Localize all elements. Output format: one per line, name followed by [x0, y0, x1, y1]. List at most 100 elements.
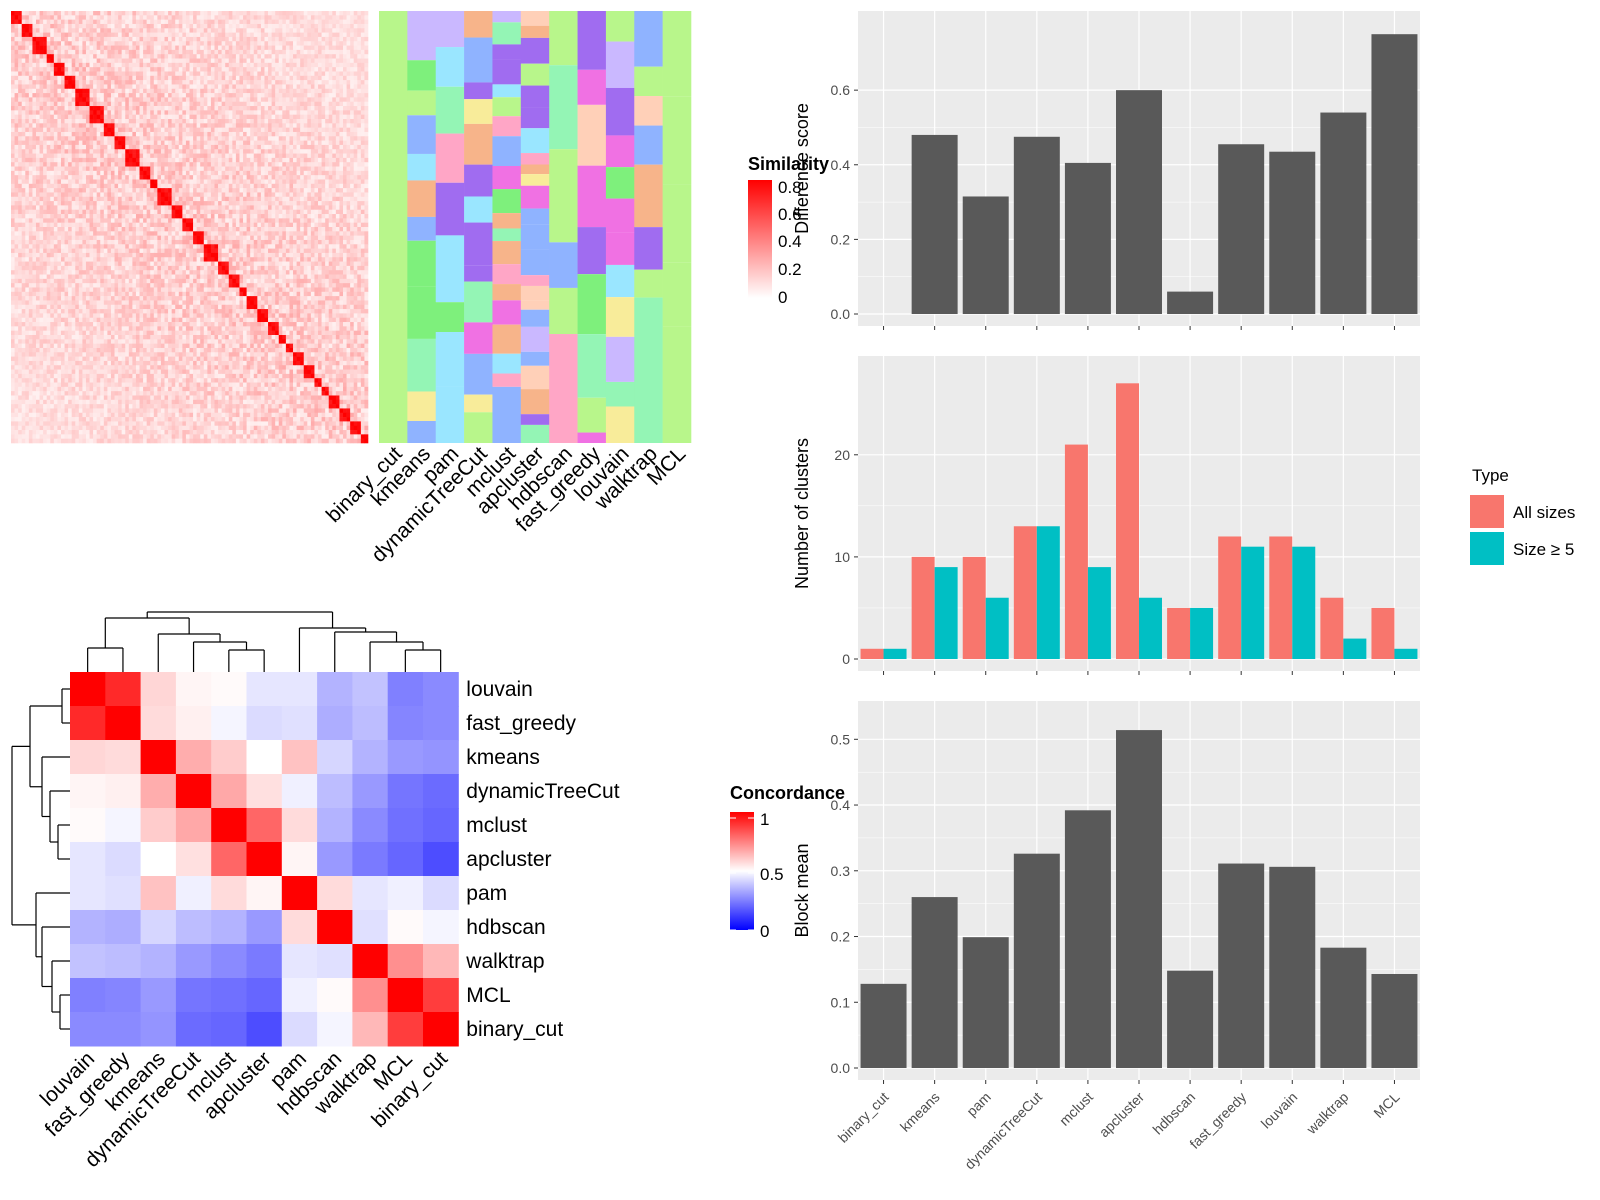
similarity-cell [110, 15, 115, 20]
similarity-cell [18, 11, 23, 16]
similarity-cell [253, 75, 258, 81]
similarity-cell [360, 201, 365, 206]
similarity-cell [250, 201, 255, 206]
similarity-cell [96, 41, 101, 46]
similarity-cell [132, 19, 137, 25]
similarity-cell [271, 183, 276, 189]
similarity-cell [225, 106, 230, 111]
similarity-cell [243, 54, 247, 59]
similarity-cell [193, 127, 197, 133]
similarity-cell [143, 84, 147, 90]
similarity-cell [168, 192, 172, 198]
similarity-cell [289, 88, 294, 94]
similarity-cell [203, 218, 208, 223]
similarity-cell [293, 45, 297, 51]
similarity-cell [325, 32, 330, 38]
similarity-cell [89, 41, 94, 46]
similarity-cell [282, 175, 287, 180]
similarity-cell [275, 23, 280, 29]
similarity-cell [257, 201, 262, 206]
similarity-cell [168, 36, 172, 42]
similarity-cell [296, 123, 301, 128]
similarity-cell [139, 140, 144, 146]
similarity-cell [214, 196, 219, 202]
similarity-cell [85, 32, 90, 38]
similarity-cell [310, 114, 315, 120]
similarity-cell [300, 80, 305, 85]
similarity-cell [257, 75, 262, 81]
similarity-cell [157, 183, 162, 189]
similarity-cell [114, 114, 119, 120]
similarity-cell [60, 41, 65, 46]
similarity-cell [339, 28, 344, 33]
similarity-cell [228, 110, 233, 115]
similarity-cell [53, 166, 58, 172]
similarity-cell [50, 123, 55, 128]
similarity-cell [118, 170, 122, 176]
similarity-cell [175, 45, 180, 51]
similarity-cell [185, 192, 190, 198]
similarity-cell [25, 170, 30, 176]
similarity-cell [121, 209, 126, 215]
similarity-cell [250, 80, 255, 85]
similarity-cell [171, 175, 176, 180]
similarity-cell [50, 175, 55, 180]
similarity-cell [53, 188, 58, 193]
similarity-cell [43, 131, 47, 137]
similarity-cell [196, 15, 201, 20]
similarity-cell [314, 136, 319, 141]
similarity-cell [250, 97, 255, 103]
similarity-cell [71, 19, 76, 25]
similarity-cell [64, 62, 69, 68]
similarity-cell [350, 209, 355, 215]
similarity-cell [157, 157, 162, 163]
similarity-cell [25, 196, 30, 202]
similarity-cell [157, 222, 162, 228]
similarity-cell [39, 179, 44, 185]
similarity-cell [178, 170, 183, 176]
similarity-cell [228, 93, 233, 98]
similarity-cell [296, 67, 301, 72]
similarity-cell [75, 179, 80, 185]
similarity-cell [296, 32, 301, 38]
similarity-cell [160, 23, 165, 29]
similarity-cell [343, 196, 347, 202]
similarity-cell [225, 58, 230, 64]
similarity-cell [325, 183, 330, 189]
similarity-cell [243, 49, 247, 55]
similarity-cell [207, 67, 212, 72]
similarity-cell [93, 218, 97, 223]
similarity-cell [350, 84, 355, 90]
similarity-cell [96, 218, 101, 223]
similarity-cell [350, 127, 355, 133]
similarity-cell [246, 11, 251, 16]
similarity-cell [350, 192, 355, 198]
similarity-cell [335, 166, 340, 172]
similarity-cell [196, 36, 201, 42]
similarity-cell [318, 75, 322, 81]
similarity-cell [14, 157, 19, 163]
similarity-cell [93, 67, 97, 72]
similarity-cell [21, 127, 26, 133]
similarity-cell [75, 196, 80, 202]
similarity-cell [68, 97, 72, 103]
similarity-cell [11, 144, 15, 150]
similarity-cell [246, 175, 251, 180]
similarity-cell [64, 192, 69, 198]
similarity-cell [175, 23, 180, 29]
similarity-cell [64, 123, 69, 128]
similarity-cell [175, 162, 180, 167]
similarity-cell [271, 192, 276, 198]
similarity-cell [128, 110, 133, 115]
similarity-cell [353, 75, 358, 81]
similarity-cell [132, 32, 137, 38]
similarity-cell [178, 119, 183, 124]
similarity-cell [125, 201, 130, 206]
similarity-cell [175, 214, 180, 219]
similarity-cell [178, 222, 183, 228]
similarity-cell [296, 144, 301, 150]
similarity-cell [132, 114, 137, 120]
similarity-cell [335, 188, 340, 193]
similarity-cell [210, 214, 215, 219]
similarity-cell [125, 28, 130, 33]
